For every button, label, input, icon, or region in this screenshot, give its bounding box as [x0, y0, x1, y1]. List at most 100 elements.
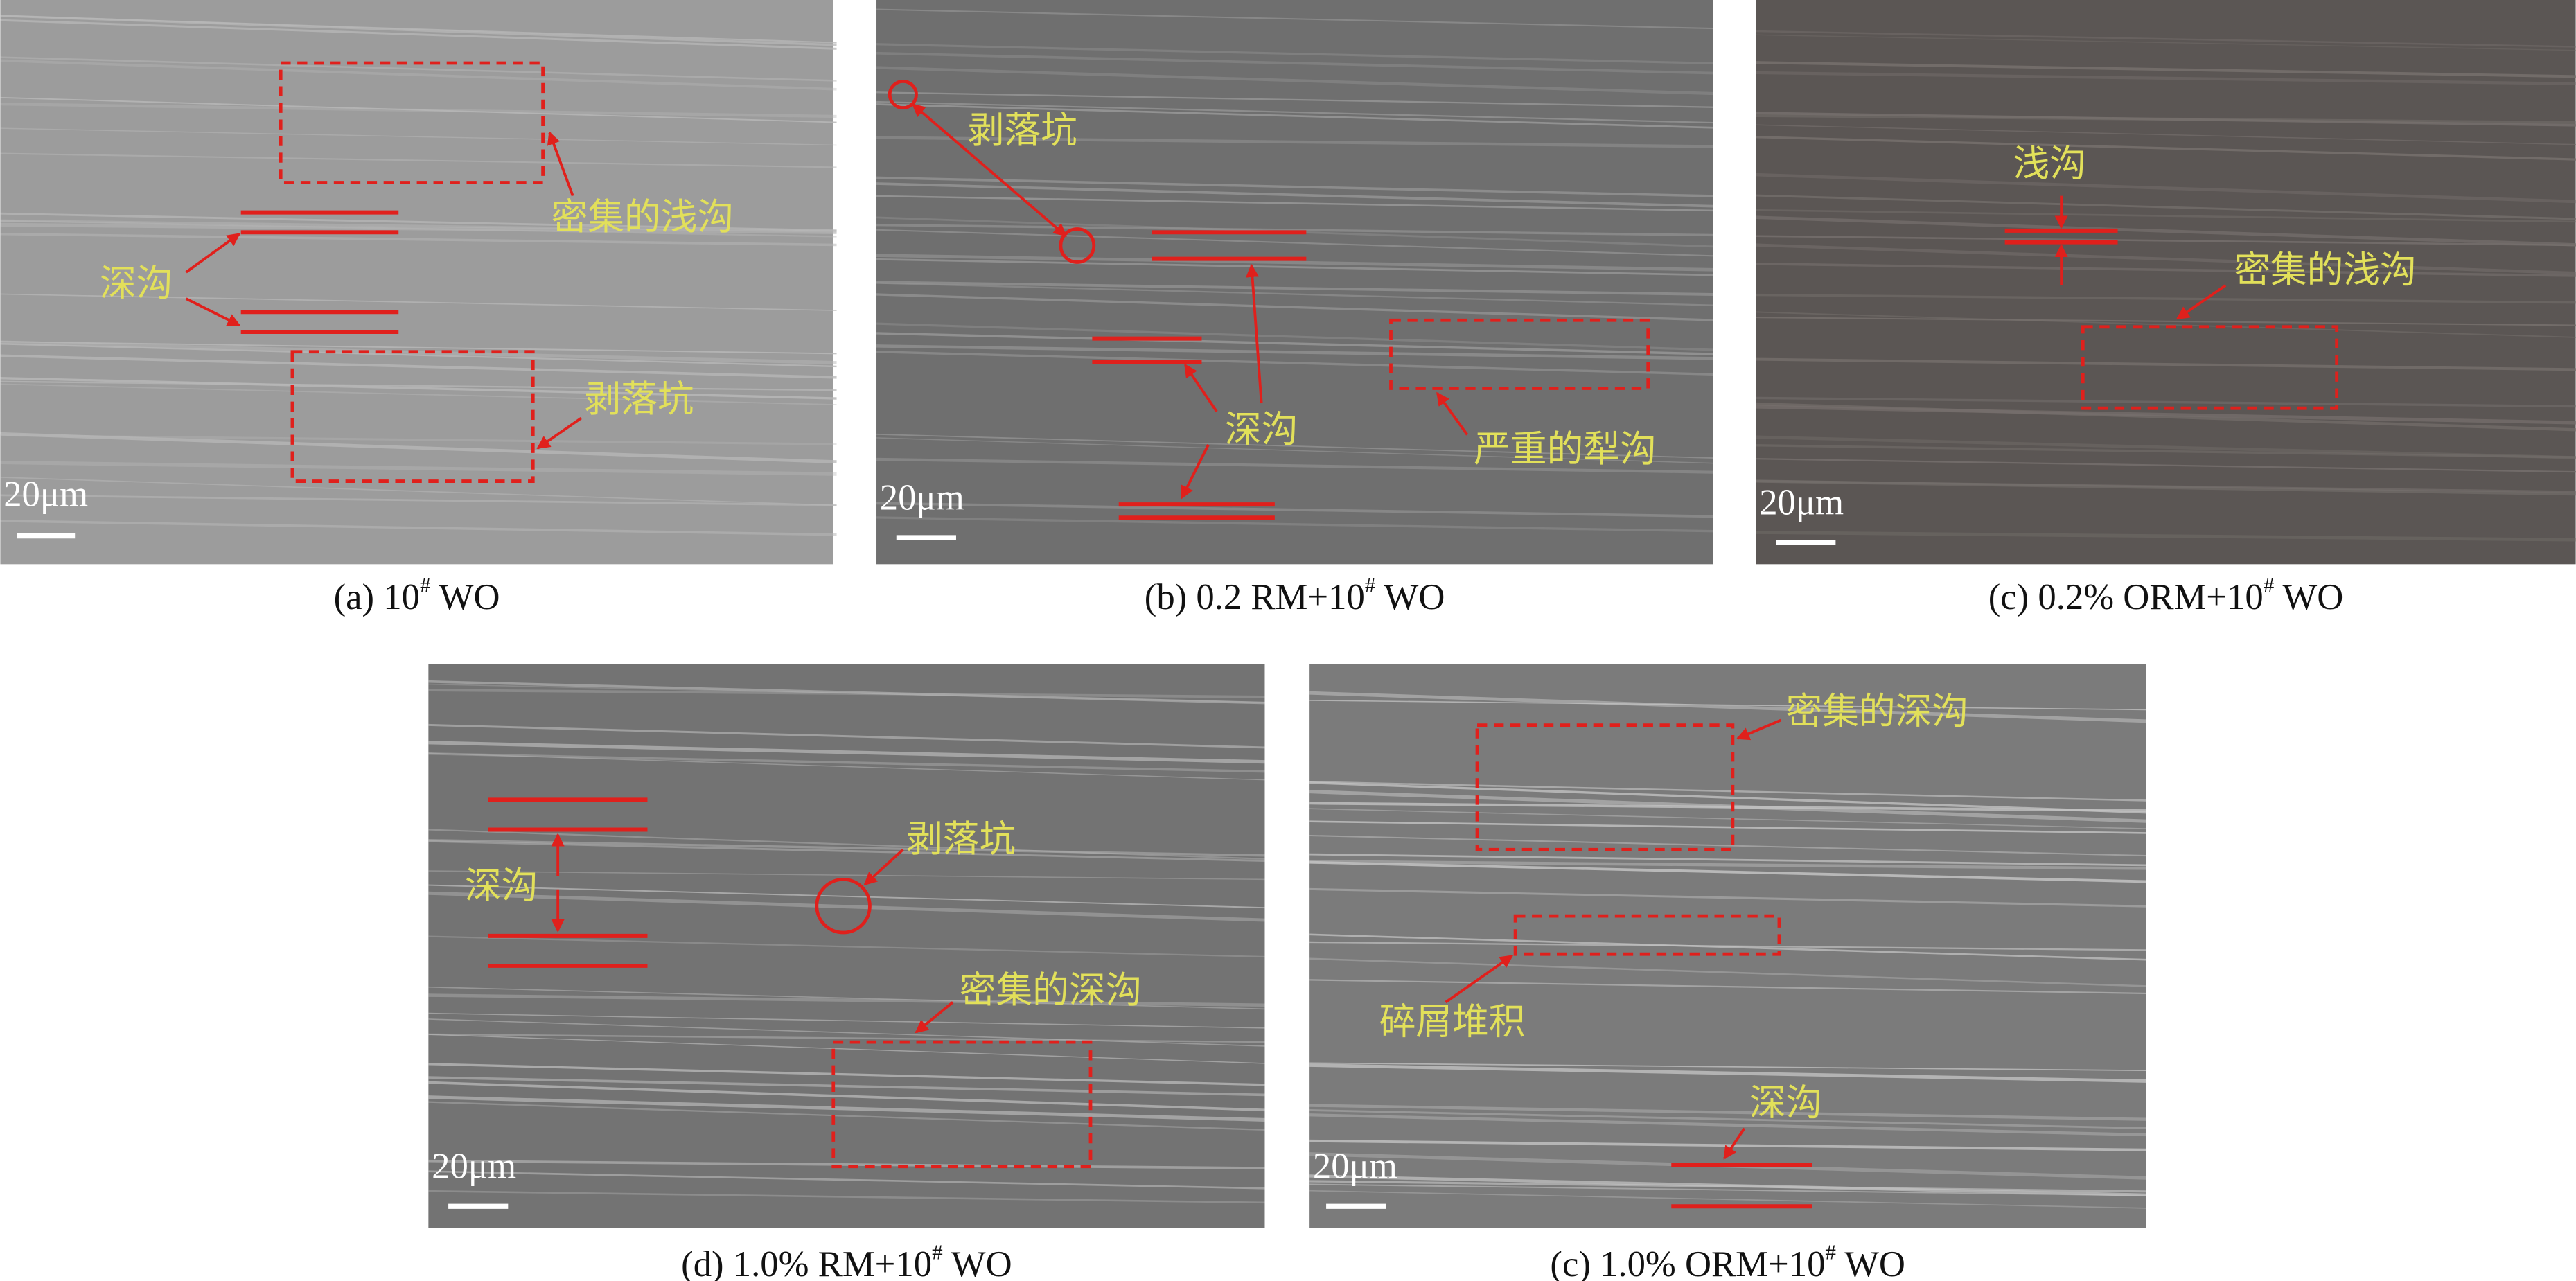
- arrow: [1181, 444, 1210, 500]
- streak: [0, 19, 837, 50]
- streak: [1756, 396, 2576, 408]
- streak: [1756, 479, 2576, 496]
- scale-bar-label: 20μm: [432, 1147, 516, 1187]
- streak: [0, 343, 837, 368]
- streak: [0, 15, 837, 46]
- circle-marker: [815, 877, 872, 935]
- streak: [876, 350, 1713, 376]
- panel-b: 剥落坑 深沟 严重的犁沟 20μm: [876, 0, 1713, 565]
- streak: [0, 477, 837, 506]
- streak: [1309, 781, 2146, 802]
- streak: [1756, 215, 2576, 247]
- streak: [1756, 262, 2576, 277]
- streak: [0, 376, 837, 400]
- streak: [1309, 1063, 2146, 1083]
- streak: [428, 1012, 1265, 1029]
- streak: [428, 680, 1265, 705]
- micrograph: [1756, 0, 2576, 565]
- arrow: [1445, 954, 1514, 1004]
- dashed-box: [831, 1040, 1093, 1169]
- arrow: [863, 848, 904, 886]
- annotation: 严重的犁沟: [1474, 428, 1656, 470]
- streak: [0, 103, 837, 118]
- streak: [428, 1033, 1265, 1043]
- scale-bar-label: 20μm: [1759, 483, 1844, 523]
- streak: [876, 344, 1713, 360]
- streak: [0, 152, 837, 168]
- streak: [876, 437, 1713, 464]
- annotation: 深沟: [100, 263, 173, 305]
- streak: [1756, 30, 2576, 48]
- streak: [0, 232, 837, 247]
- streak: [0, 432, 837, 464]
- annotation: 密集的深沟: [960, 969, 1142, 1011]
- streak: [428, 870, 1265, 881]
- streak: [876, 66, 1713, 96]
- dashed-box: [1513, 914, 1781, 956]
- arrow: [2176, 284, 2227, 320]
- streak: [428, 1018, 1265, 1047]
- dashed-box: [1389, 318, 1650, 390]
- streaks: [1756, 30, 2576, 542]
- caption-text: WO: [1375, 577, 1445, 617]
- streak: [428, 723, 1265, 749]
- streak: [1309, 1108, 2146, 1129]
- streak: [428, 1076, 1265, 1097]
- caption-text: (d) 1.0% RM+10: [681, 1244, 932, 1281]
- streak: [1756, 34, 2576, 51]
- streak: [1756, 194, 2576, 220]
- arrow: [1183, 363, 1218, 413]
- streaks: [428, 680, 1265, 1204]
- streak: [428, 1063, 1265, 1086]
- streak: [876, 322, 1713, 351]
- streaks: [1309, 691, 2146, 1209]
- streak: [428, 1095, 1265, 1122]
- streak: [0, 380, 837, 391]
- streak: [1309, 1190, 2146, 1209]
- arrow: [536, 416, 582, 450]
- streak: [1756, 136, 2576, 161]
- streak: [0, 56, 837, 82]
- streak: [876, 51, 1713, 75]
- streak: [0, 127, 837, 146]
- streak: [0, 434, 837, 445]
- arrow: [1436, 391, 1469, 436]
- streak: [1309, 691, 2146, 723]
- caption: (a) 10# WO: [334, 573, 500, 617]
- streak: [428, 1170, 1265, 1190]
- streak: [1309, 802, 2146, 812]
- streak: [876, 282, 1713, 306]
- streak: [1756, 243, 2576, 275]
- streak: [428, 752, 1265, 773]
- panel-a: 密集的浅沟 深沟 剥落坑 20μm: [0, 0, 837, 565]
- streak: [428, 993, 1265, 1007]
- caption-text: (c) 0.2% ORM+10: [1988, 577, 2264, 617]
- dashed-box: [279, 61, 545, 184]
- streak: [0, 59, 837, 91]
- streak: [876, 293, 1713, 321]
- streak: [428, 1190, 1265, 1204]
- streak: [1756, 209, 2576, 223]
- streak: [1309, 820, 2146, 834]
- streak: [0, 354, 837, 379]
- panel-d: 剥落坑 深沟 密集的深沟 20μm: [428, 664, 1265, 1228]
- caption-sup: #: [2264, 573, 2275, 597]
- streak: [428, 884, 1265, 909]
- streak: [1309, 1062, 2146, 1072]
- streak: [428, 1159, 1265, 1169]
- streak: [1309, 979, 2146, 995]
- streak: [1756, 112, 2576, 127]
- streak: [428, 1081, 1265, 1112]
- streak: [428, 741, 1265, 764]
- micrograph: [0, 0, 833, 565]
- streak: [1756, 311, 2576, 338]
- caption-sup: #: [420, 573, 431, 597]
- streak: [0, 383, 837, 406]
- panel-c: 浅沟 密集的浅沟 20μm: [1756, 0, 2576, 565]
- streak: [0, 460, 837, 476]
- caption-text: WO: [1836, 1244, 1905, 1281]
- streak: [0, 222, 837, 234]
- annotation: 密集的浅沟: [552, 196, 734, 238]
- scale-bar-label: 20μm: [3, 475, 88, 515]
- streak: [1309, 781, 2146, 814]
